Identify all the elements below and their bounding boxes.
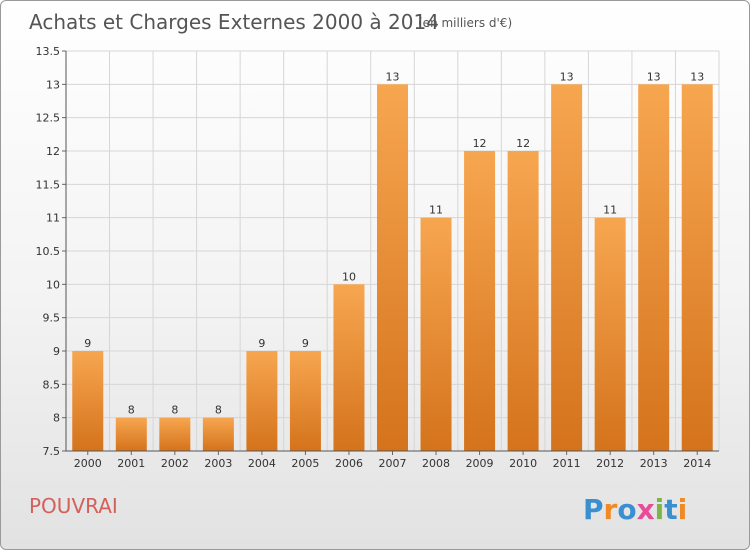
- bar-2012: [594, 217, 626, 451]
- value-label: 9: [84, 337, 91, 350]
- commune-name: POUVRAI: [29, 494, 118, 518]
- x-tick-label: 2009: [466, 457, 494, 470]
- x-tick-label: 2003: [204, 457, 232, 470]
- y-tick-label: 12.5: [36, 112, 61, 125]
- chart-title: Achats et Charges Externes 2000 à 2014: [29, 10, 439, 34]
- value-label: 13: [647, 70, 661, 83]
- logo-letter: i: [655, 493, 665, 526]
- y-tick-label: 9.5: [43, 312, 61, 325]
- logo-letter: o: [617, 493, 636, 526]
- x-tick-label: 2001: [117, 457, 145, 470]
- y-tick-label: 11: [46, 212, 60, 225]
- y-tick-label: 7.5: [43, 445, 61, 458]
- x-tick-label: 2014: [683, 457, 711, 470]
- y-tick-label: 10: [46, 278, 60, 291]
- x-tick-label: 2002: [161, 457, 189, 470]
- x-tick-label: 2013: [640, 457, 668, 470]
- bars: 9 8 8 8 9 9 10 13 11 12 12 13 11 13 13: [72, 70, 713, 451]
- proxiti-logo: Proxiti: [583, 493, 687, 526]
- x-tick-label: 2008: [422, 457, 450, 470]
- value-label: 8: [215, 404, 222, 417]
- y-tick-label: 12: [46, 145, 60, 158]
- bar-2013: [638, 84, 670, 451]
- bar-2008: [420, 217, 452, 451]
- y-tick-label: 13: [46, 78, 60, 91]
- x-tick-label: 2011: [553, 457, 581, 470]
- axes: 7.5 8 8.5 9 9.5 10 10.5 11 11.5 12 12.5 13 13.5 2000 2…: [36, 45, 719, 470]
- logo-letter: P: [583, 493, 604, 526]
- y-tick-label: 11.5: [36, 178, 61, 191]
- value-label: 9: [258, 337, 265, 350]
- value-label: 13: [560, 70, 574, 83]
- value-label: 8: [128, 404, 135, 417]
- bar-2005: [289, 351, 321, 451]
- value-label: 12: [473, 137, 487, 150]
- value-label: 12: [516, 137, 530, 150]
- value-label: 13: [386, 70, 400, 83]
- logo-letter: r: [604, 493, 618, 526]
- bar-2004: [246, 351, 278, 451]
- value-label: 9: [302, 337, 309, 350]
- bar-2001: [115, 417, 147, 451]
- y-tick-label: 8: [53, 412, 60, 425]
- bar-2007: [377, 84, 408, 451]
- x-tick-label: 2000: [74, 457, 102, 470]
- value-label: 8: [171, 404, 178, 417]
- y-tick-label: 13.5: [36, 45, 61, 58]
- value-label: 10: [342, 270, 356, 283]
- chart-unit: (en milliers d'€): [418, 16, 512, 30]
- bar-2002: [159, 417, 191, 451]
- bar-2000: [72, 351, 104, 451]
- logo-letter: x: [637, 493, 655, 526]
- value-label: 11: [429, 204, 443, 217]
- logo-letter: t: [664, 493, 677, 526]
- y-tick-label: 10.5: [36, 245, 61, 258]
- x-tick-label: 2010: [509, 457, 537, 470]
- y-tick-label: 9: [53, 345, 60, 358]
- value-label: 13: [690, 70, 704, 83]
- bar-2003: [202, 417, 234, 451]
- value-label: 11: [603, 204, 617, 217]
- x-tick-label: 2006: [335, 457, 363, 470]
- bar-2011: [551, 84, 583, 451]
- y-tick-label: 8.5: [43, 378, 61, 391]
- bar-2010: [507, 151, 539, 451]
- x-tick-label: 2004: [248, 457, 276, 470]
- bar-2014: [681, 84, 713, 451]
- x-tick-label: 2012: [596, 457, 624, 470]
- bar-2006: [333, 284, 365, 451]
- x-tick-label: 2005: [291, 457, 319, 470]
- x-tick-label: 2007: [379, 457, 407, 470]
- bar-2009: [464, 151, 496, 451]
- logo-letter: i: [678, 493, 688, 526]
